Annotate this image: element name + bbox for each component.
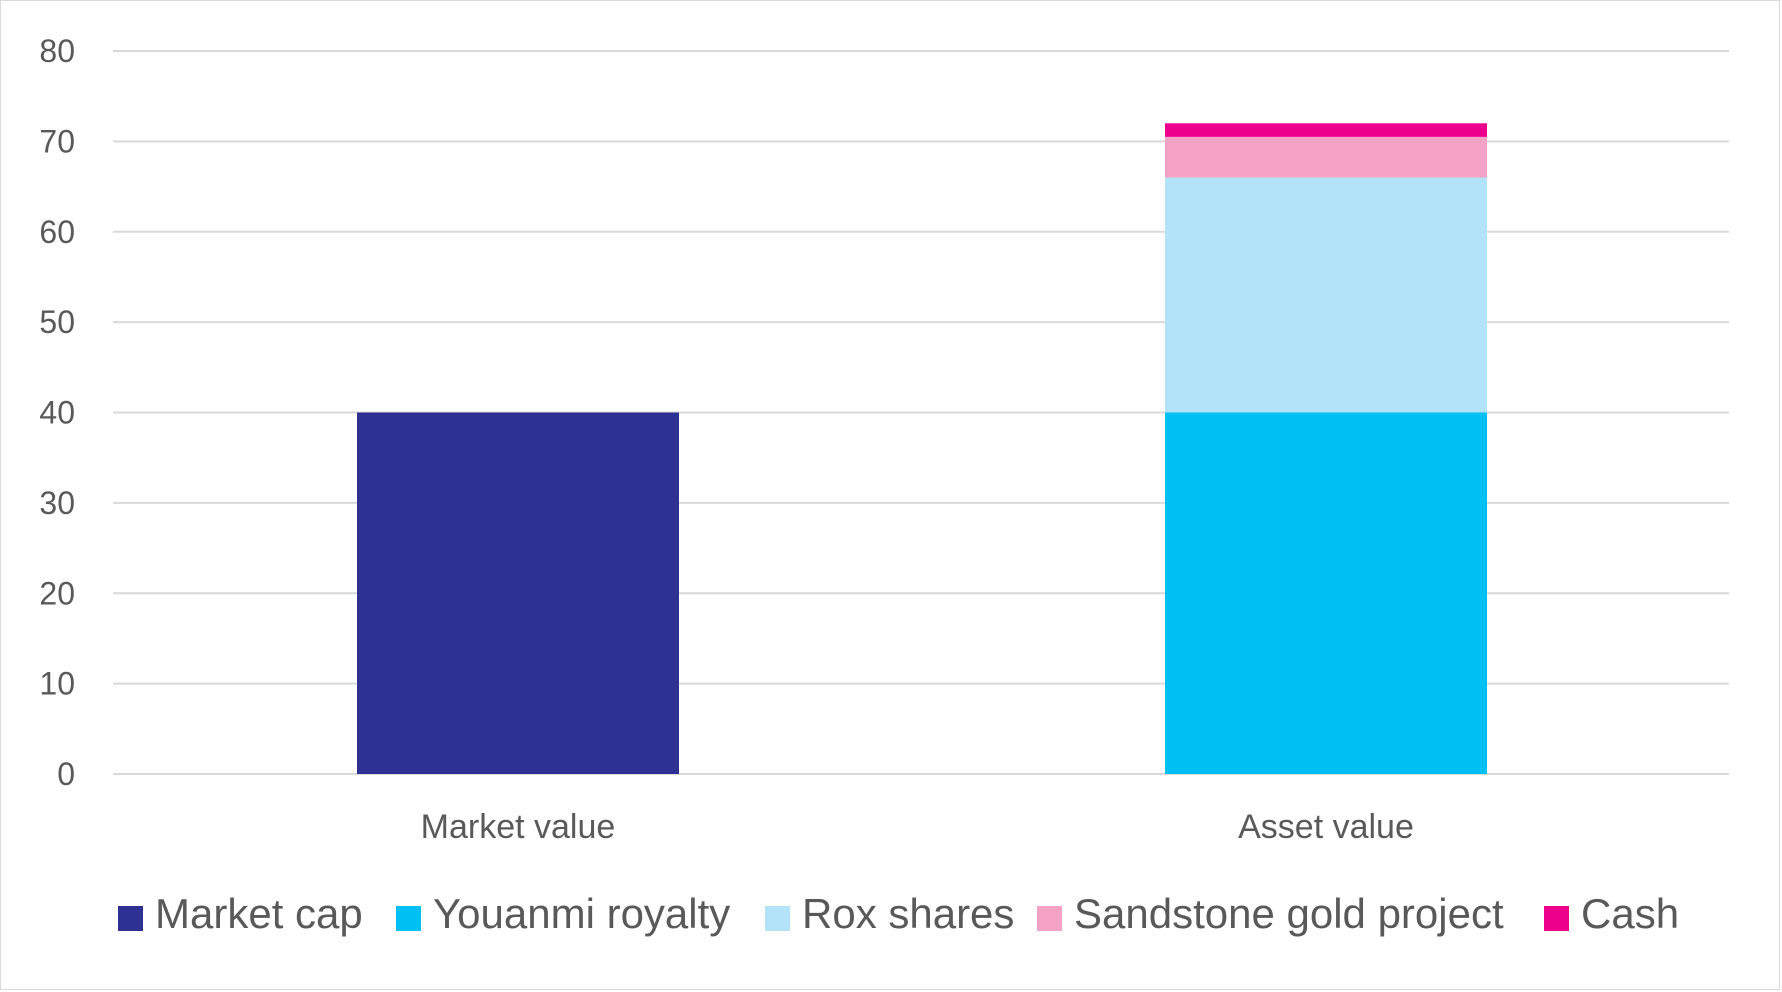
y-axis-tick-labels: 0 10 20 30 40 50 60 70 80 [39, 33, 75, 792]
legend-item-market-cap: Market cap [118, 890, 363, 937]
legend-swatch [1544, 906, 1569, 931]
y-tick-label: 20 [39, 575, 75, 611]
bar-market-cap-market-value [357, 412, 679, 774]
x-category-label: Market value [421, 808, 616, 846]
bar-cash-asset-value [1165, 123, 1487, 137]
legend-label: Youanmi royalty [433, 890, 730, 937]
y-tick-label: 50 [39, 304, 75, 340]
y-tick-label: 40 [39, 395, 75, 431]
y-tick-label: 60 [39, 214, 75, 250]
y-tick-label: 70 [39, 123, 75, 159]
legend-swatch [765, 906, 790, 931]
legend-label: Cash [1581, 890, 1679, 937]
legend-item-youanmi-royalty: Youanmi royalty [396, 890, 730, 937]
y-tick-label: 0 [57, 756, 75, 792]
y-tick-label: 10 [39, 666, 75, 702]
legend-swatch [1037, 906, 1062, 931]
bar-sandstone-gold-project-asset-value [1165, 136, 1487, 178]
y-tick-label: 80 [39, 33, 75, 69]
legend-label: Sandstone gold project [1074, 890, 1504, 937]
legend-item-rox-shares: Rox shares [765, 890, 1014, 937]
legend-item-sandstone-gold-project: Sandstone gold project [1037, 890, 1504, 937]
bar-youanmi-royalty-asset-value [1165, 412, 1487, 774]
y-tick-label: 30 [39, 485, 75, 521]
x-axis-category-labels: Market value Asset value [421, 808, 1414, 846]
bars [357, 123, 1487, 774]
x-category-label: Asset value [1238, 808, 1414, 846]
legend-label: Market cap [155, 890, 363, 937]
legend-swatch [118, 906, 143, 931]
legend: Market cap Youanmi royalty Rox shares Sands… [118, 890, 1679, 937]
bar-rox-shares-asset-value [1165, 177, 1487, 413]
legend-label: Rox shares [802, 890, 1014, 937]
legend-swatch [396, 906, 421, 931]
legend-item-cash: Cash [1544, 890, 1679, 937]
